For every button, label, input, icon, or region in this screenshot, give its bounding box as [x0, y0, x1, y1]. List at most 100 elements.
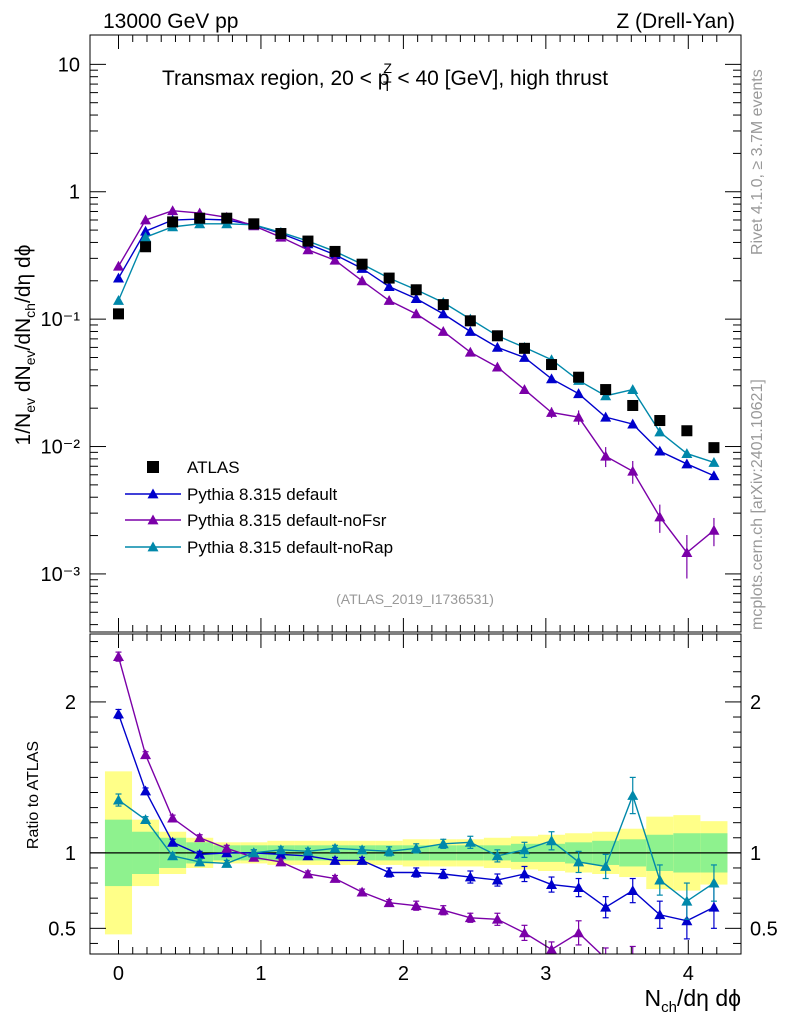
ratio-point — [356, 844, 368, 855]
region-title-post: < 40 [GeV], high thrust — [392, 67, 609, 90]
ratio-point — [437, 868, 449, 879]
data-point — [546, 373, 558, 384]
x-tick-label: 1 — [255, 963, 266, 985]
data-point — [573, 411, 585, 422]
legend-label: Pythia 8.315 default-noRap — [187, 538, 393, 557]
ratio-point — [302, 845, 314, 856]
data-point — [654, 445, 666, 456]
y-main-label: 1/Nev dNev/dNch/dη dϕ — [12, 245, 38, 446]
data-point — [627, 465, 639, 476]
data-point — [329, 254, 341, 265]
atlas-point — [140, 241, 152, 253]
rivet-label: Rivet 4.1.0, ≥ 3.7M events — [749, 69, 766, 255]
region-title-sub: T — [383, 78, 392, 94]
atlas-point — [221, 212, 233, 224]
data-point — [140, 231, 152, 242]
main-series — [112, 205, 720, 579]
data-point — [708, 524, 720, 535]
ratio-point — [654, 909, 666, 920]
ratio-point — [491, 913, 503, 924]
ratio-point — [167, 850, 179, 861]
ratio-point — [248, 847, 260, 858]
region-title-sup: Z — [383, 60, 392, 76]
y-ratio-tick-label-right: 0.5 — [750, 918, 778, 940]
ratio-point — [518, 868, 530, 879]
mcplots-label: mcplots.cern.ch [arXiv:2401.10621] — [749, 379, 766, 630]
ratio-point — [546, 943, 558, 954]
ratio-point — [600, 860, 612, 871]
x-tick-label: 2 — [398, 963, 409, 985]
data-point — [654, 511, 666, 522]
ratio-point — [356, 854, 368, 865]
ratio-point — [275, 856, 287, 867]
data-point — [410, 308, 422, 319]
data-point — [681, 458, 693, 469]
ratio-point — [573, 927, 585, 938]
atlas-point — [248, 218, 260, 230]
x-tick-label: 0 — [113, 963, 124, 985]
series-line — [117, 223, 715, 464]
data-point — [167, 205, 179, 216]
y-ratio-tick-label-left: 0.5 — [48, 918, 76, 940]
main-frame — [89, 34, 742, 633]
y-main-tick-label: 10 — [58, 54, 80, 76]
ratio-point — [221, 842, 233, 853]
process-label: Z (Drell-Yan) — [616, 10, 735, 33]
atlas-point — [167, 216, 179, 228]
ratio-point — [708, 965, 719, 975]
data-point — [112, 272, 124, 283]
data-point — [302, 244, 314, 255]
legend-label: Pythia 8.315 default — [187, 485, 338, 504]
x-tick-label: 4 — [683, 963, 694, 985]
ratio-point — [112, 794, 124, 805]
ratio-frame — [89, 633, 742, 955]
data-point — [491, 341, 503, 352]
ratio-point — [194, 856, 206, 867]
atlas-point — [302, 235, 314, 247]
ratio-point — [573, 882, 585, 892]
ratio-point — [410, 900, 422, 911]
ratio-point — [329, 854, 341, 865]
data-point — [518, 384, 530, 394]
atlas-point — [383, 272, 395, 284]
axis-ticks — [90, 35, 741, 954]
ratio-point — [329, 842, 341, 853]
data-point — [627, 418, 639, 429]
atlas-point — [627, 399, 639, 411]
data-point — [140, 214, 152, 225]
atlas-point — [464, 315, 476, 327]
ratio-point — [140, 785, 152, 796]
ratio-point — [546, 835, 558, 846]
region-title: Transmax region, 20 < pZ T < 40 [GeV], hi… — [162, 60, 608, 94]
data-point — [437, 308, 449, 319]
data-point — [112, 295, 124, 305]
atlas-point — [546, 359, 558, 371]
legend-marker — [147, 541, 159, 552]
y-main-tick-label: 10⁻³ — [41, 564, 81, 586]
ratio-point — [600, 901, 612, 912]
atlas-point — [708, 442, 720, 454]
atlas-point — [356, 258, 368, 270]
ratio-point — [708, 901, 720, 912]
atlas-point — [600, 384, 612, 396]
data-point — [546, 406, 558, 417]
data-point — [112, 260, 124, 271]
analysis-id: (ATLAS_2019_I1736531) — [336, 591, 494, 607]
ratio-point — [356, 886, 368, 897]
legend: ATLAS Pythia 8.315 default Pythia 8.315 de… — [125, 458, 393, 557]
ratio-point — [410, 866, 422, 877]
ratio-point — [518, 844, 530, 855]
ratio-point — [681, 895, 693, 906]
y-ratio-tick-label-right: 2 — [750, 692, 761, 714]
data-point — [600, 390, 612, 401]
ratio-point — [275, 844, 287, 855]
ratio-point — [194, 832, 206, 843]
tick-labels: 0 1 2 3 4 10⁻³ 10⁻² 10⁻¹ 1 10 0.5 0.5 1 1 2 2 — [41, 54, 778, 985]
ratio-point — [573, 856, 585, 867]
ratio-point — [518, 927, 530, 938]
ratio-point — [140, 749, 152, 760]
data-point — [600, 411, 612, 422]
legend-label: ATLAS — [187, 458, 240, 477]
